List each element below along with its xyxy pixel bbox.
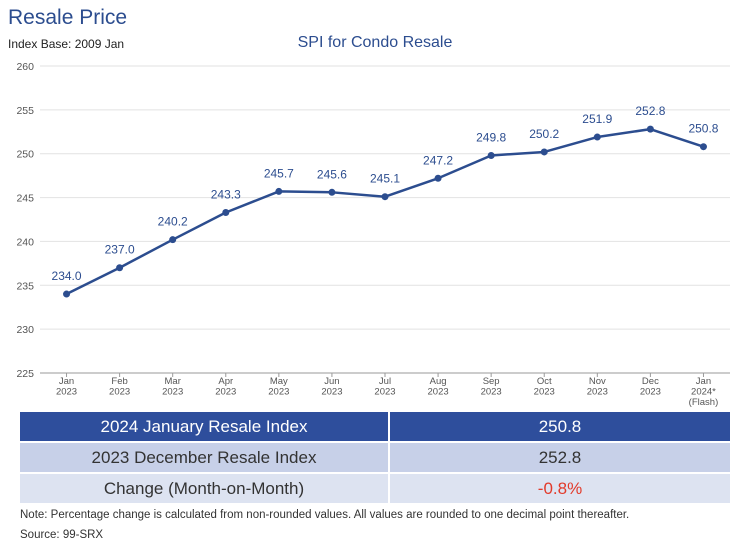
data-point bbox=[646, 125, 654, 133]
chart-title: SPI for Condo Resale bbox=[297, 34, 453, 51]
page-title: Resale Price bbox=[8, 6, 128, 29]
data-point bbox=[434, 174, 442, 182]
x-tick-label: May 2023 bbox=[268, 376, 289, 398]
data-point bbox=[593, 133, 601, 141]
data-label: 237.0 bbox=[105, 243, 135, 257]
x-tick-label: Jun 2023 bbox=[321, 376, 342, 398]
x-tick-label: Sep 2023 bbox=[481, 376, 502, 398]
x-tick-label: Aug 2023 bbox=[428, 376, 449, 398]
line-chart: 225 230 235 240 245 250 255 260 Jan 2023 Feb 2023 Ma… bbox=[16, 61, 730, 408]
summary-value: 252.8 bbox=[390, 443, 730, 472]
summary-row-previous: 2023 December Resale Index 252.8 bbox=[20, 443, 730, 472]
summary-value: 250.8 bbox=[390, 412, 730, 441]
x-tick-label: Jul 2023 bbox=[374, 376, 395, 398]
data-point bbox=[222, 208, 230, 216]
data-label: 245.1 bbox=[370, 172, 400, 186]
source-label: Source: 99-SRX bbox=[20, 529, 104, 541]
data-label: 234.0 bbox=[52, 269, 82, 283]
data-label: 252.8 bbox=[635, 104, 665, 118]
data-point bbox=[275, 187, 283, 195]
data-point bbox=[328, 188, 336, 196]
data-point bbox=[169, 236, 177, 244]
summary-table: 2024 January Resale Index 250.8 2023 Dec… bbox=[20, 410, 730, 505]
data-label: 240.2 bbox=[158, 215, 188, 229]
data-point bbox=[63, 290, 71, 298]
data-point bbox=[116, 264, 124, 272]
y-tick-label: 230 bbox=[16, 324, 34, 336]
y-tick-label: 250 bbox=[16, 149, 34, 161]
summary-label: 2024 January Resale Index bbox=[20, 412, 390, 441]
summary-change-value: -0.8% bbox=[390, 474, 730, 503]
x-tick-label: Jan 2024* (Flash) bbox=[689, 376, 719, 408]
y-tick-label: 235 bbox=[16, 280, 34, 292]
y-tick-label: 240 bbox=[16, 236, 34, 248]
index-base-label: Index Base: 2009 Jan bbox=[8, 37, 125, 51]
summary-label: 2023 December Resale Index bbox=[20, 443, 390, 472]
y-tick-label: 255 bbox=[16, 105, 34, 117]
data-label: 250.8 bbox=[688, 122, 718, 136]
data-point bbox=[381, 193, 389, 201]
y-tick-label: 225 bbox=[16, 368, 34, 380]
data-label: 249.8 bbox=[476, 130, 506, 144]
y-tick-label: 260 bbox=[16, 61, 34, 73]
y-tick-label: 245 bbox=[16, 193, 34, 205]
x-tick-label: Jan 2023 bbox=[56, 376, 77, 398]
data-label: 247.2 bbox=[423, 153, 453, 167]
data-label: 251.9 bbox=[582, 112, 612, 126]
footnote: Note: Percentage change is calculated fr… bbox=[20, 509, 630, 521]
summary-row-current: 2024 January Resale Index 250.8 bbox=[20, 412, 730, 441]
x-tick-label: Dec 2023 bbox=[640, 376, 661, 398]
data-point bbox=[487, 151, 495, 159]
x-tick-label: Apr 2023 bbox=[215, 376, 236, 398]
summary-row-change: Change (Month-on-Month) -0.8% bbox=[20, 474, 730, 503]
data-label: 245.7 bbox=[264, 166, 294, 180]
x-tick-label: Feb 2023 bbox=[109, 376, 130, 398]
data-label: 250.2 bbox=[529, 127, 559, 141]
summary-label: Change (Month-on-Month) bbox=[20, 474, 390, 503]
x-tick-label: Mar 2023 bbox=[162, 376, 183, 398]
data-point bbox=[699, 143, 707, 151]
data-point bbox=[540, 148, 548, 156]
x-tick-label: Oct 2023 bbox=[534, 376, 555, 398]
data-label: 245.6 bbox=[317, 167, 347, 181]
data-label: 243.3 bbox=[211, 187, 241, 201]
x-tick-label: Nov 2023 bbox=[587, 376, 608, 398]
